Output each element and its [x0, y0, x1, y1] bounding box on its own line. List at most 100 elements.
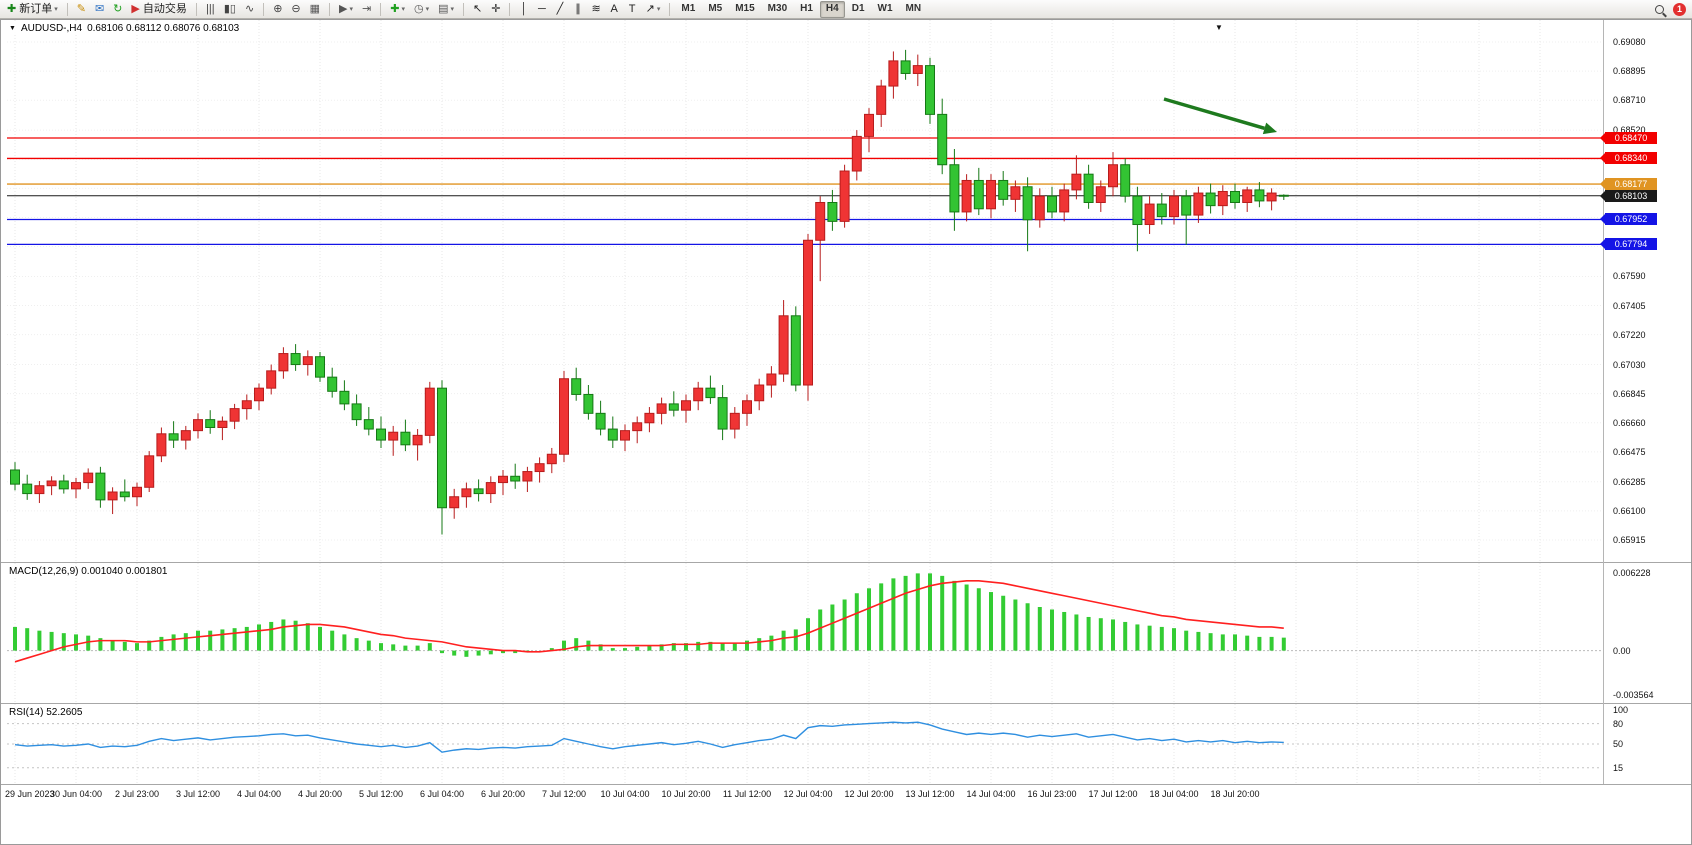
- tile-windows-icon: ▦: [309, 2, 321, 15]
- chevron-down-icon: ▾: [425, 5, 430, 13]
- candle: [278, 347, 289, 379]
- macd-pane[interactable]: [1, 563, 1691, 703]
- price-tick-label: 0.69080: [1613, 37, 1646, 47]
- tile-windows-button[interactable]: ▦: [306, 1, 324, 18]
- price-scale-axis[interactable]: [1603, 20, 1604, 784]
- quill-button[interactable]: ✎: [73, 1, 90, 18]
- candle: [363, 407, 374, 436]
- candle: [1120, 158, 1131, 203]
- candle: [986, 174, 996, 219]
- candle: [83, 468, 94, 489]
- refresh-button[interactable]: ↻: [109, 1, 126, 18]
- price-tick-label: 0.66475: [1613, 446, 1646, 457]
- timeframe-button-d1[interactable]: D1: [851, 3, 865, 14]
- time-axis-label: 6 Jul 04:00: [419, 789, 465, 799]
- chart-window: ▼ AUDUSD-,H4 0.68106 0.68112 0.68076 0.6…: [0, 19, 1692, 845]
- tag-arrow-icon: [1600, 132, 1605, 143]
- timeframe-button-m1[interactable]: M1: [681, 3, 696, 14]
- chat-button[interactable]: ✉: [91, 1, 108, 18]
- auto-scroll-icon: ▶: [339, 2, 348, 15]
- candle: [864, 108, 874, 153]
- candle: [1071, 155, 1082, 200]
- search-button[interactable]: [1651, 1, 1668, 18]
- price-tick-label: 0.65915: [1613, 535, 1646, 545]
- zoom-out-button[interactable]: ⊖: [287, 1, 304, 18]
- time-axis-label: 2 Jul 23:00: [114, 789, 160, 799]
- candle: [351, 394, 362, 426]
- candle: [522, 466, 533, 493]
- timeframe-button-h1[interactable]: H1: [800, 3, 813, 14]
- price-level-tag-0.68177: 0.68177: [1600, 178, 1657, 191]
- crosshair-icon: ✛: [491, 2, 501, 15]
- notification-badge[interactable]: 1: [1673, 2, 1686, 16]
- text-button[interactable]: A: [606, 1, 623, 18]
- timeframe-button-w1[interactable]: W1: [877, 3, 893, 14]
- indicators-icon: ✚: [390, 2, 400, 15]
- vertical-line-button[interactable]: │: [515, 1, 532, 18]
- auto-scroll-button[interactable]: ▶ ▾: [335, 1, 357, 18]
- chevron-down-icon: ▾: [656, 5, 661, 13]
- candle: [510, 463, 521, 489]
- pane-separator[interactable]: [1, 562, 1691, 563]
- chat-icon: ✉: [94, 2, 105, 15]
- pane-separator[interactable]: [1, 703, 1691, 704]
- arrows-button[interactable]: ↗ ▾: [642, 1, 665, 18]
- zoom-in-button[interactable]: ⊕: [269, 1, 286, 18]
- candle: [742, 394, 752, 426]
- timeframe-button-mn[interactable]: MN: [905, 3, 922, 14]
- crosshair-button[interactable]: ✛: [487, 1, 504, 18]
- time-axis-label: 7 Jul 12:00: [541, 789, 587, 799]
- candle: [803, 233, 813, 401]
- text-label-button[interactable]: T: [624, 1, 641, 18]
- new-order-button[interactable]: ✚ 新订单 ▾: [3, 1, 62, 18]
- new-order-icon: ✚: [7, 2, 17, 15]
- bar-chart-button[interactable]: |||: [202, 1, 219, 18]
- candle: [437, 380, 447, 535]
- periods-button[interactable]: ◷ ▾: [410, 1, 433, 18]
- chart-ohlc: 0.68106 0.68112 0.68076 0.68103: [87, 23, 240, 34]
- cursor-button[interactable]: ↖: [469, 1, 486, 18]
- equidistant-channel-button[interactable]: ∥: [569, 1, 586, 18]
- price-tick-label: 0.68710: [1613, 95, 1646, 106]
- timeframe-button-m15[interactable]: M15: [735, 3, 755, 14]
- text-icon: A: [610, 2, 618, 15]
- chart-shift-button[interactable]: ⇥: [358, 1, 375, 18]
- timeframe-button-m5[interactable]: M5: [708, 3, 723, 14]
- horizontal-line-button[interactable]: ─: [533, 1, 550, 18]
- candle: [107, 487, 118, 515]
- candle: [778, 300, 789, 382]
- chart-symbol-triangle-icon[interactable]: ▼: [9, 25, 16, 32]
- auto-trading-label: 自动交易: [142, 2, 187, 15]
- candle: [827, 189, 838, 231]
- price-tick-label: 0.66285: [1613, 476, 1646, 487]
- candle: [607, 416, 618, 448]
- trendline-button[interactable]: ╱: [551, 1, 568, 18]
- refresh-icon: ↻: [113, 2, 123, 15]
- macd-tick-label: 0.006228: [1613, 568, 1651, 578]
- candle: [119, 479, 130, 502]
- fibonacci-button[interactable]: ≋: [587, 1, 604, 18]
- candle: [241, 394, 252, 420]
- candle: [461, 482, 472, 508]
- candle: [1266, 188, 1277, 211]
- line-chart-button[interactable]: ∿: [241, 1, 258, 18]
- candle: [498, 469, 508, 496]
- chart-menu-triangle-icon[interactable]: ▼: [1215, 23, 1223, 32]
- auto-trading-button[interactable]: ▶ 自动交易: [127, 1, 190, 18]
- timeframe-button-h4[interactable]: H4: [819, 0, 845, 18]
- rsi-pane[interactable]: [1, 704, 1691, 784]
- pane-separator: [1, 784, 1691, 785]
- candlestick-chart-button[interactable]: ▮▯: [220, 1, 240, 18]
- macd-label: MACD(12,26,9) 0.001040 0.001801: [7, 566, 170, 577]
- candle: [705, 375, 716, 404]
- timeframe-button-m30[interactable]: M30: [767, 3, 788, 14]
- zoom-in-icon: ⊕: [273, 2, 283, 15]
- indicators-button[interactable]: ✚ ▾: [386, 1, 409, 18]
- price-chart-pane[interactable]: [1, 20, 1691, 562]
- arrow-annotation[interactable]: [1163, 97, 1277, 135]
- candle: [644, 407, 655, 433]
- candle: [485, 476, 496, 504]
- chevron-down-icon: ▾: [401, 5, 405, 13]
- candle: [1010, 180, 1021, 212]
- templates-button[interactable]: ▤ ▾: [434, 1, 458, 18]
